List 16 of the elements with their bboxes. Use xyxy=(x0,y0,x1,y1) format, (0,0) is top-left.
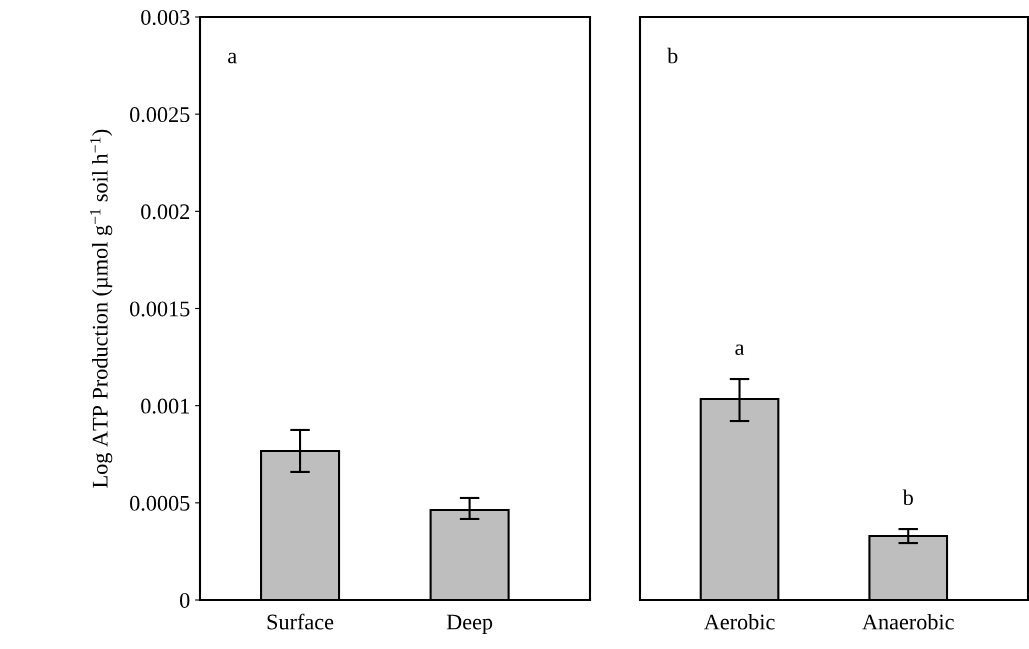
x-tick-label: Aerobic xyxy=(703,613,775,630)
y-tick-label: 0.003 xyxy=(141,9,190,26)
x-tick-label: Deep xyxy=(446,614,493,635)
annotation: a xyxy=(735,344,745,356)
y-tick-label: 0.002 xyxy=(141,204,190,220)
annotation: b xyxy=(667,47,678,64)
y-tick-label: 0.0025 xyxy=(130,107,190,123)
x-tick-label: Anaerobic xyxy=(862,613,954,630)
y-tick-label: 0.0015 xyxy=(130,301,190,317)
y-tick-label: 0.001 xyxy=(141,398,189,414)
annotation: b xyxy=(902,489,913,506)
annotation: a xyxy=(228,52,237,64)
y-tick-label: 0.0005 xyxy=(130,495,190,511)
y-tick-label: 0 xyxy=(180,592,190,608)
y-axis-title: Log ATP Production (µmol g$^{−1}$ soil h$^{−1}$) xyxy=(90,129,113,488)
x-tick-label: Surface xyxy=(267,613,334,630)
